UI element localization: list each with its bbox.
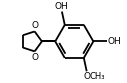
- Text: CH₃: CH₃: [90, 72, 105, 81]
- Text: OH: OH: [108, 37, 121, 46]
- Text: O: O: [32, 53, 39, 62]
- Text: OH: OH: [54, 2, 68, 11]
- Text: O: O: [32, 21, 39, 30]
- Text: O: O: [83, 72, 90, 81]
